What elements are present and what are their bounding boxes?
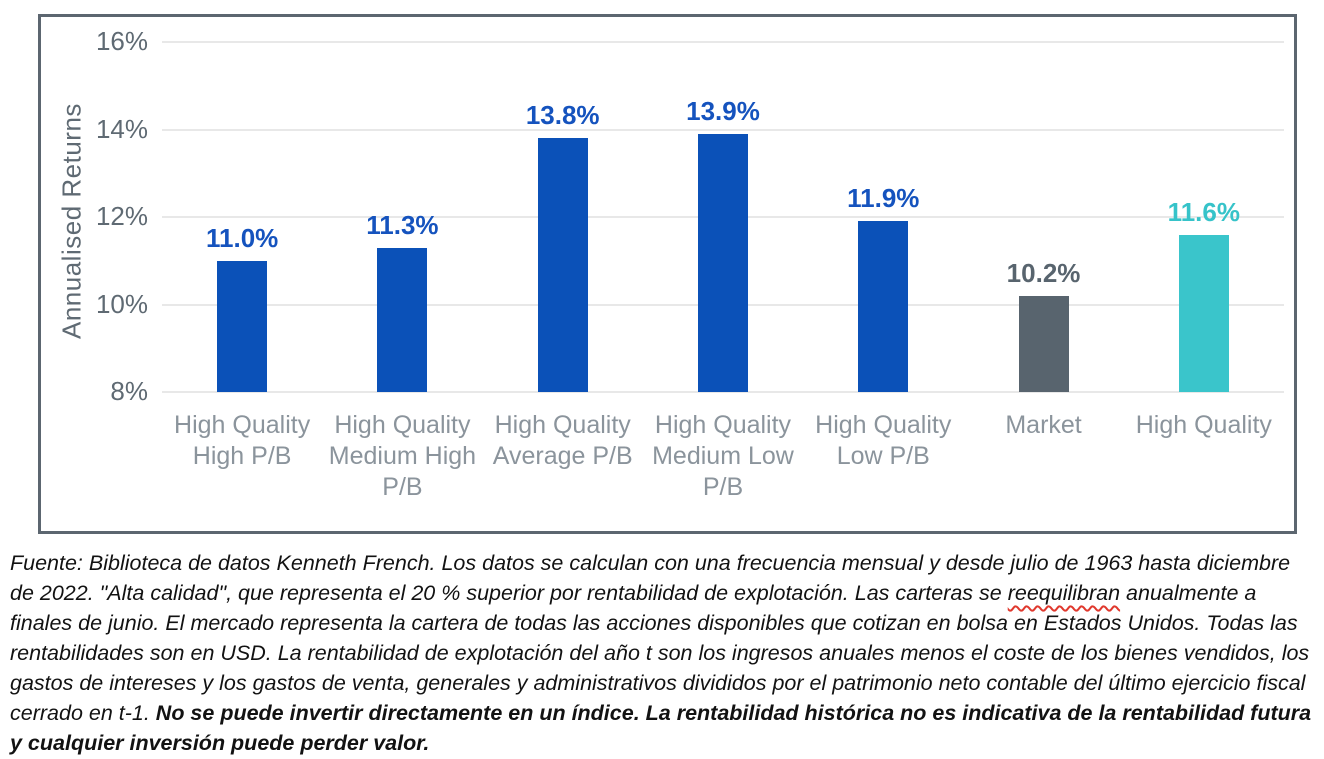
- bar: [377, 247, 428, 392]
- bar-value-label: 11.3%: [366, 209, 439, 240]
- y-tick-label: 8%: [110, 376, 148, 406]
- bar: [1018, 295, 1069, 392]
- bars-group: 11.0% 11.3% 13.8% 13.9% 11.9% 10.2% 11.6%: [162, 42, 1284, 392]
- bar-column: 11.9%: [803, 42, 963, 392]
- x-category-label: High Quality Medium Low P/B: [652, 411, 794, 501]
- bar-column: 10.2%: [963, 42, 1123, 392]
- y-tick-label: 16%: [95, 26, 148, 56]
- x-category-labels: High Quality High P/B High Quality Medium…: [162, 410, 1284, 503]
- bar-column: 13.9%: [643, 42, 803, 392]
- bar-value-label: 11.6%: [1167, 196, 1240, 227]
- chart-frame: Annualised Returns 16% 14% 12% 10% 8% 11.0% 11…: [38, 14, 1297, 534]
- x-category-label: High Quality: [1135, 411, 1272, 439]
- bar: [537, 138, 588, 392]
- bar-value-label: 11.0%: [205, 222, 279, 253]
- bar: [858, 221, 909, 392]
- plot-area: 16% 14% 12% 10% 8% 11.0% 11.3% 13.8% 13.9% 11.9% 1…: [96, 26, 1284, 501]
- x-category-label: High Quality High P/B: [174, 411, 311, 470]
- y-tick-label: 14%: [95, 113, 148, 144]
- footnote-segment: anualmente a finales de junio. El mercad…: [10, 581, 1310, 725]
- y-tick-label: 12%: [95, 201, 148, 231]
- y-tick-label: 10%: [95, 288, 148, 319]
- gridline: [162, 41, 1284, 43]
- x-category-label: High Quality Average P/B: [492, 411, 633, 470]
- bar-value-label: 13.8%: [525, 100, 600, 131]
- bar: [697, 133, 748, 392]
- footnote-segment: reequilibran: [1007, 581, 1121, 605]
- bar: [217, 260, 268, 392]
- footnote-segment: Fuente: Biblioteca de datos Kenneth Fren…: [10, 551, 1291, 605]
- footnote: Fuente: Biblioteca de datos Kenneth Fren…: [10, 548, 1316, 758]
- bar-value-label: 10.2%: [1006, 257, 1081, 288]
- bar-column: 11.0%: [162, 42, 322, 392]
- x-category-label: High Quality Low P/B: [815, 411, 952, 470]
- x-category-label: High Quality Medium High P/B: [328, 411, 477, 501]
- bar-column: 11.3%: [322, 42, 482, 392]
- bar-value-label: 13.9%: [686, 95, 760, 126]
- gridline: [162, 391, 1284, 393]
- footnote-segment: No se puede invertir directamente en un …: [10, 701, 1312, 755]
- bar-column: 13.8%: [483, 42, 643, 392]
- x-category-label: Market: [1005, 411, 1082, 439]
- bar-value-label: 11.9%: [847, 183, 920, 214]
- bar: [1178, 234, 1229, 392]
- gridline: [162, 128, 1284, 131]
- bar-column: 11.6%: [1124, 42, 1284, 392]
